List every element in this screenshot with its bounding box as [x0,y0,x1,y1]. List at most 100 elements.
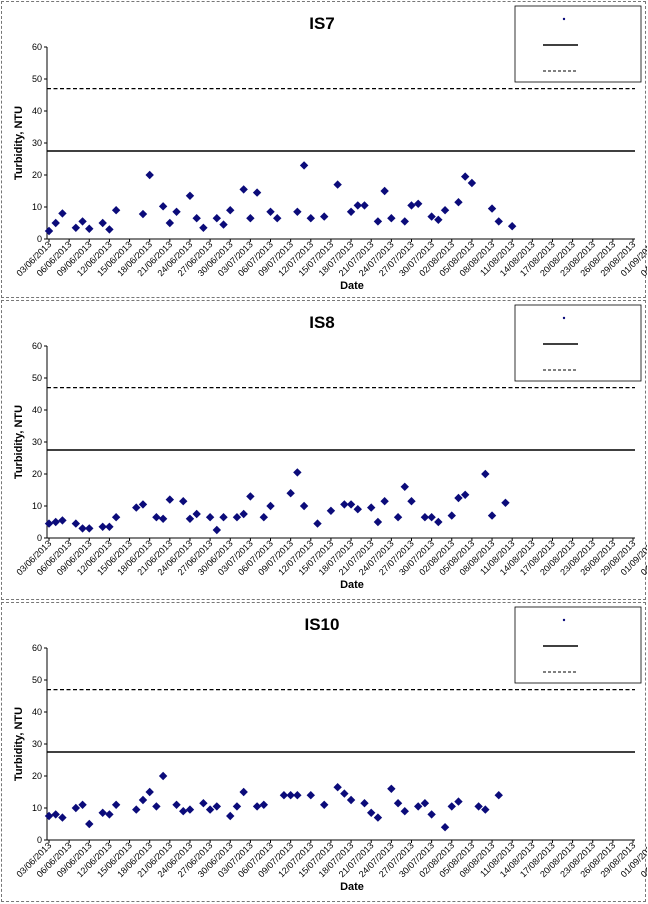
data-point [494,217,503,226]
data-point [105,225,114,234]
data-point [138,209,148,219]
data-point [373,517,383,527]
data-point [427,810,436,819]
data-point [179,497,188,506]
x-axis-label: Date [340,881,364,893]
data-point [454,797,463,806]
data-point [400,807,409,816]
data-point [98,808,107,817]
y-tick-label: 60 [32,341,42,351]
y-tick-label: 10 [32,202,42,212]
data-point [71,803,81,813]
chart-title: IS7 [309,14,335,33]
data-point [185,805,195,814]
y-tick-label: 30 [32,739,42,749]
data-point [440,823,450,832]
y-axis-label: Turbidity, NTU [13,106,25,180]
data-point [367,808,376,817]
data-point [259,800,269,809]
data-point [407,497,416,506]
data-point [299,161,309,170]
data-point [132,503,141,512]
data-point [393,513,403,522]
data-point [487,511,497,520]
data-point [427,513,436,522]
legend-marker-icon [562,17,566,21]
data-point [252,802,262,811]
data-point [172,207,181,216]
data-point [326,506,336,515]
data-point [293,207,302,216]
chart-title: IS8 [309,313,335,332]
data-point [205,513,215,522]
legend-box [514,606,642,684]
y-tick-label: 40 [32,707,42,717]
data-point [320,212,329,221]
chart-is7: IS7010203040506003/06/201306/06/201309/0… [13,5,647,292]
data-point [400,482,409,491]
y-tick-label: 0 [37,234,42,244]
data-point [145,787,154,797]
data-point [313,519,322,528]
data-point [346,795,356,805]
data-point [165,495,175,504]
data-point [340,789,349,798]
data-point [380,186,389,196]
data-point [293,468,302,477]
data-point [219,513,228,522]
data-point [252,188,262,197]
data-point [44,811,54,821]
data-point [501,498,510,507]
data-point [105,810,114,819]
y-tick-label: 60 [32,42,42,52]
y-tick-label: 20 [32,170,42,180]
data-point [199,223,208,232]
data-point [266,501,275,511]
y-tick-label: 60 [32,643,42,653]
data-point [413,199,423,208]
chart-panel-is10: IS10 0 10 20 30 40 50 60 03/06/2013 06/06/2013 09/… [1,602,647,902]
data-point [487,204,497,213]
data-point [507,222,517,231]
data-point [226,206,235,215]
data-point [111,206,121,215]
data-point [481,469,490,479]
data-point [460,172,470,181]
data-point [132,805,141,814]
data-point [226,811,235,821]
y-tick-label: 10 [32,501,42,511]
data-point [105,522,114,531]
data-point [447,511,456,520]
y-tick-label: 40 [32,405,42,415]
legend-box [514,304,642,382]
y-tick-label: 50 [32,74,42,84]
data-point [44,519,54,528]
data-point [172,800,181,809]
data-point [360,799,369,808]
y-tick-label: 10 [32,803,42,813]
data-point [111,800,121,809]
chart-is8: IS8010203040506003/06/201306/06/201309/0… [13,304,647,591]
data-point [152,802,161,811]
data-point [434,215,443,224]
legend-marker-icon [562,316,566,320]
data-point [460,490,470,499]
data-point [447,802,456,811]
data-point [440,206,450,215]
data-point [158,514,168,523]
y-tick-label: 50 [32,373,42,383]
data-point [387,784,396,793]
data-point [387,214,396,223]
data-point [165,218,175,228]
data-point [152,513,161,522]
data-point [346,500,356,509]
y-tick-label: 30 [32,437,42,447]
data-point [373,813,383,822]
data-point [85,819,94,829]
data-point [71,519,81,528]
data-point [212,525,222,535]
data-point [199,799,208,808]
data-point [185,514,195,523]
data-point [393,799,403,808]
y-tick-label: 0 [37,533,42,543]
